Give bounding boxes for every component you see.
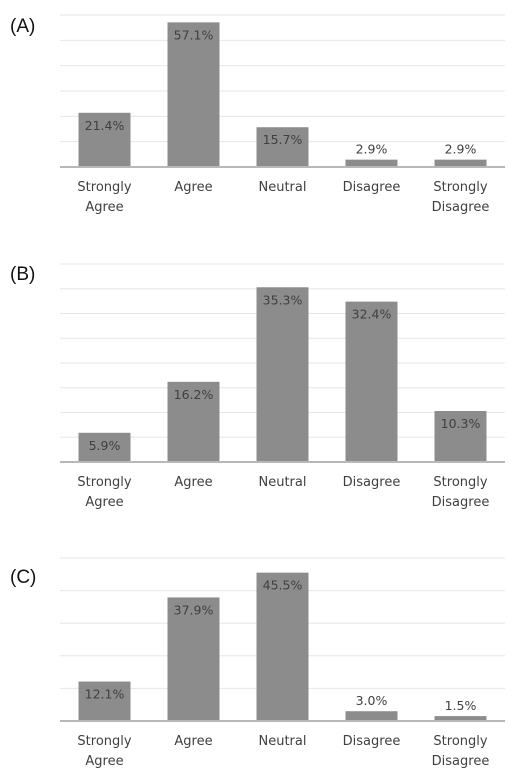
chart-panel-a: (A) 21.4% 57.1% 15.7% 2.9% 2.9% Strongly Agree…: [0, 0, 510, 259]
x-tick-label: Neutral: [259, 734, 307, 749]
x-tick-label: Agree: [85, 200, 123, 215]
data-label: 2.9%: [445, 142, 477, 157]
x-tick-label: Strongly: [77, 475, 131, 490]
data-label: 1.5%: [445, 698, 477, 713]
x-tick-label: Disagree: [343, 475, 401, 490]
x-tick-label: Strongly: [433, 180, 487, 195]
data-label: 3.0%: [356, 693, 388, 708]
data-label: 2.9%: [356, 142, 388, 157]
chart-panel-b: (B) 5.9% 16.2% 35.3% 32.4% 10.3% Strongly Agre…: [0, 259, 510, 518]
bar: [256, 287, 309, 462]
x-tick-label: Disagree: [343, 734, 401, 749]
data-label: 16.2%: [174, 387, 214, 402]
data-label: 12.1%: [85, 687, 125, 702]
data-label: 5.9%: [89, 438, 121, 453]
x-tick-label: Disagree: [343, 180, 401, 195]
data-label: 32.4%: [352, 307, 392, 322]
x-tick-label: Strongly: [77, 734, 131, 749]
x-tick-label: Strongly: [77, 180, 131, 195]
x-tick-label: Disagree: [432, 495, 490, 510]
bar: [434, 159, 487, 167]
x-tick-label: Disagree: [432, 754, 490, 769]
bar: [167, 597, 220, 721]
x-tick-label: Strongly: [433, 475, 487, 490]
bar: [167, 381, 220, 462]
bar: [345, 301, 398, 462]
x-tick-label: Neutral: [259, 475, 307, 490]
x-tick-label: Agree: [85, 495, 123, 510]
chart-panel-c: (C) 12.1% 37.9% 45.5% 3.0% 1.5% Strongly Agree…: [0, 518, 510, 777]
data-label: 37.9%: [174, 602, 214, 617]
x-tick-label: Agree: [174, 180, 212, 195]
data-label: 10.3%: [441, 416, 481, 431]
data-label: 57.1%: [174, 27, 214, 42]
bar-chart-a: 21.4% 57.1% 15.7% 2.9% 2.9% Strongly Agree Agre…: [60, 14, 505, 215]
data-label: 15.7%: [263, 132, 303, 147]
bar: [78, 112, 131, 167]
bar: [256, 127, 309, 167]
bar: [434, 716, 487, 721]
panel-label: (B): [10, 264, 36, 285]
data-label: 21.4%: [85, 118, 125, 133]
bar: [434, 411, 487, 462]
panel-label: (A): [10, 16, 36, 37]
x-tick-label: Neutral: [259, 180, 307, 195]
bar: [78, 681, 131, 721]
x-tick-label: Agree: [174, 475, 212, 490]
x-tick-label: Agree: [85, 754, 123, 769]
bar: [345, 711, 398, 721]
x-tick-label: Disagree: [432, 200, 490, 215]
bar-chart-b: 5.9% 16.2% 35.3% 32.4% 10.3% Strongly Agree Agr…: [60, 263, 505, 510]
x-tick-label: Strongly: [433, 734, 487, 749]
panel-label: (C): [10, 567, 37, 588]
bar-chart-c: 12.1% 37.9% 45.5% 3.0% 1.5% Strongly Agree Agre…: [60, 557, 505, 769]
bar: [78, 432, 131, 462]
bar: [167, 22, 220, 168]
bar: [256, 572, 309, 721]
x-tick-label: Agree: [174, 734, 212, 749]
data-label: 45.5%: [263, 578, 303, 593]
bar: [345, 159, 398, 167]
data-label: 35.3%: [263, 292, 303, 307]
